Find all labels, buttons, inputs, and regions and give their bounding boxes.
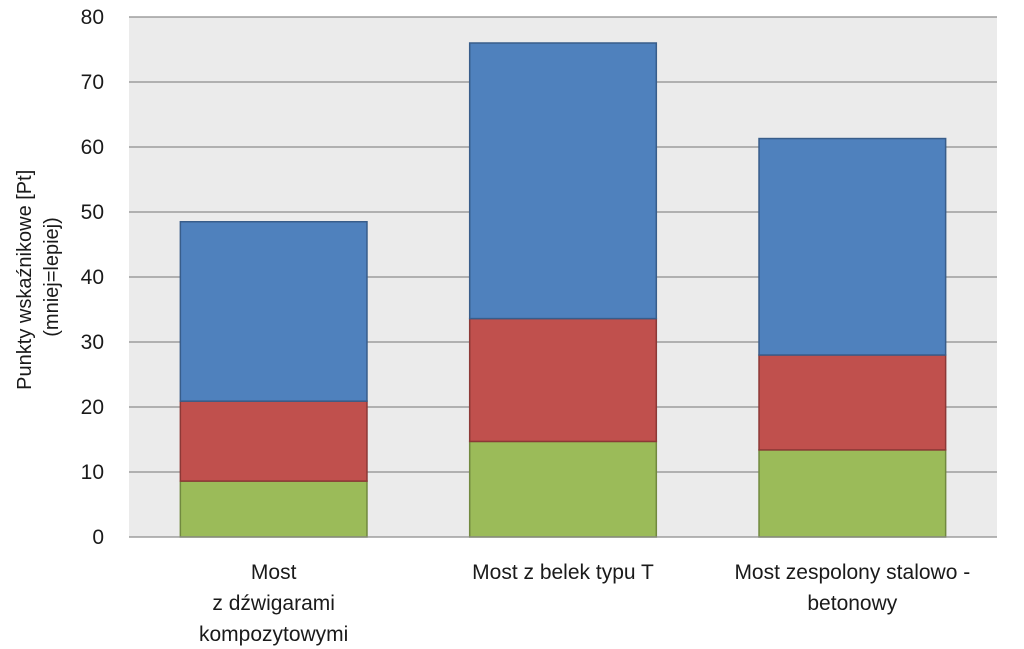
y-tick-label: 10 — [81, 461, 104, 484]
x-category-label-line: z dźwigarami — [212, 592, 335, 615]
x-category-labels: Most z dźwigarami kompozytowymi Most z bele… — [199, 561, 970, 646]
y-tick-label: 30 — [81, 331, 104, 354]
bar-segment-2-2 — [468, 317, 658, 443]
bar-segment-2-1 — [468, 440, 658, 538]
bar-segment-3-1 — [758, 449, 947, 538]
y-axis-title: Punkty wskaźnikowe [Pt] (mniej=lepiej) — [14, 164, 63, 390]
bar-segment-3-2 — [758, 354, 947, 451]
x-category-label: Most z dźwigarami kompozytowymi — [199, 561, 348, 646]
x-category-label-line: Most zespolony stalowo - — [734, 561, 970, 584]
x-category-label-line: kompozytowymi — [199, 623, 348, 646]
y-tick-label: 40 — [81, 266, 104, 289]
x-category-label-line: Most z belek typu T — [472, 561, 654, 584]
y-tick-label: 60 — [81, 136, 104, 159]
bar-segment-1-2 — [179, 400, 368, 482]
bar-segment-1-1 — [179, 480, 368, 538]
y-tick-label: 80 — [81, 6, 104, 29]
y-axis-title-line-2: (mniej=lepiej) — [41, 217, 63, 337]
x-category-label: Most z belek typu T — [472, 561, 654, 584]
y-tick-labels: 0 10 20 30 40 50 60 70 80 — [81, 6, 104, 549]
y-axis-title-line-1: Punkty wskaźnikowe [Pt] — [14, 170, 36, 390]
x-category-label-line: betonowy — [807, 592, 897, 615]
bar-segment-2-3 — [468, 42, 658, 320]
y-tick-label: 20 — [81, 396, 104, 419]
bar-segment-3-3 — [758, 137, 947, 356]
bar-segment-1-3 — [179, 221, 368, 402]
bars — [179, 42, 947, 538]
y-tick-label: 50 — [81, 201, 104, 224]
x-category-label: Most zespolony stalowo - betonowy — [734, 561, 970, 615]
y-tick-label: 70 — [81, 71, 104, 94]
x-category-label-line: Most — [251, 561, 297, 584]
y-tick-label: 0 — [92, 526, 104, 549]
